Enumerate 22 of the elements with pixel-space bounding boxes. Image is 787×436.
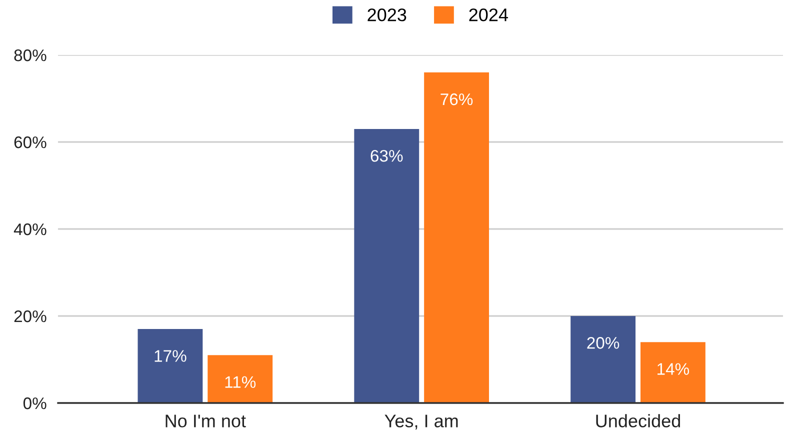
x-tick-label: Yes, I am — [384, 414, 458, 430]
y-tick-label: 60% — [14, 136, 46, 148]
bar — [424, 72, 489, 403]
legend-label: 2024 — [469, 8, 508, 22]
y-tick-label: 40% — [14, 223, 46, 236]
data-label: 17% — [154, 350, 186, 362]
y-tick-label: 20% — [14, 310, 46, 322]
data-label: 20% — [587, 337, 620, 349]
y-tick-label: 80% — [14, 49, 46, 62]
data-label: 76% — [440, 93, 473, 106]
bar — [138, 329, 203, 403]
bar — [640, 342, 706, 403]
data-label: 14% — [658, 363, 690, 375]
y-tick-label: 0% — [23, 397, 46, 410]
x-tick-label: No I'm not — [166, 414, 246, 428]
bar — [208, 355, 273, 403]
data-label: 11% — [225, 376, 256, 388]
data-label: 63% — [370, 150, 403, 162]
bar — [354, 128, 420, 403]
bar — [570, 316, 636, 403]
legend-label: 2023 — [368, 8, 406, 22]
x-tick-label: Undecided — [596, 414, 680, 428]
